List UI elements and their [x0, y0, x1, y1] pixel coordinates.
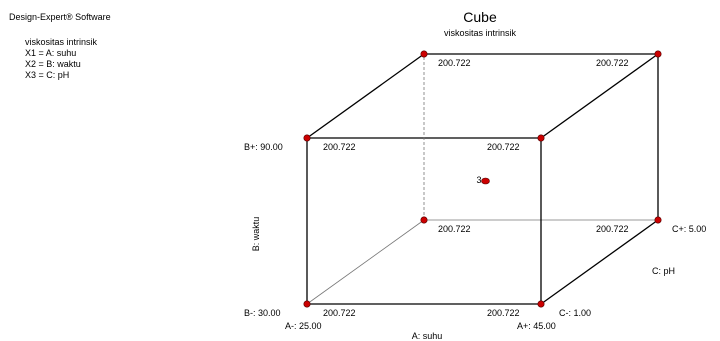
chart-title: Cube	[463, 9, 497, 25]
factor-x3: X3 = C: pH	[25, 70, 70, 80]
corner-value: 200.722	[323, 142, 356, 152]
factor-x1: X1 = A: suhu	[25, 48, 77, 58]
response-name: viskositas intrinsik	[25, 37, 98, 47]
axis-a-high-label: A+: 45.00	[517, 321, 556, 331]
edge-c-a+-b-	[540, 219, 659, 305]
cube-labels: Cube viskositas intrinsik 200.722 200.722 20…	[244, 9, 706, 341]
corner-point	[420, 216, 428, 224]
factor-x2: X2 = B: waktu	[25, 59, 81, 69]
axis-a-low-label: A-: 25.00	[285, 321, 322, 331]
corner-value: 200.722	[487, 308, 520, 318]
corner-point	[303, 134, 311, 142]
axis-b-high-label: B+: 90.00	[244, 142, 283, 152]
axis-a-title: A: suhu	[412, 331, 443, 341]
corner-value: 200.722	[438, 224, 471, 234]
corner-value: 200.722	[596, 58, 629, 68]
corner-point	[420, 50, 428, 58]
edge-c-a--b-	[306, 219, 425, 305]
center-point	[481, 177, 490, 185]
corner-value: 200.722	[323, 308, 356, 318]
axis-c-title: C: pH	[652, 266, 675, 276]
axis-c-low-label: C-: 1.00	[559, 308, 591, 318]
axis-c-high-label: C+: 5.00	[672, 224, 706, 234]
corner-point	[654, 50, 662, 58]
design-info: viskositas intrinsik X1 = A: suhu X2 = B…	[9, 37, 111, 81]
corner-point	[303, 300, 311, 308]
corner-value: 200.722	[596, 224, 629, 234]
cube-edges	[306, 53, 659, 305]
corner-point	[537, 300, 545, 308]
sidebar-info: Design-Expert® Software viskositas intri…	[9, 12, 111, 81]
axis-b-low-label: B-: 30.00	[244, 308, 281, 318]
center-point-count: 3	[477, 175, 482, 185]
edge-c-a+-b+	[540, 53, 659, 139]
software-title: Design-Expert® Software	[9, 12, 111, 22]
axis-b-title: B: waktu	[251, 217, 261, 252]
corner-point	[654, 216, 662, 224]
cube-points	[303, 50, 662, 308]
corner-value: 200.722	[438, 58, 471, 68]
chart-subtitle: viskositas intrinsik	[444, 28, 517, 38]
edge-c-a--b+	[306, 53, 425, 139]
corner-point	[537, 134, 545, 142]
corner-value: 200.722	[487, 142, 520, 152]
